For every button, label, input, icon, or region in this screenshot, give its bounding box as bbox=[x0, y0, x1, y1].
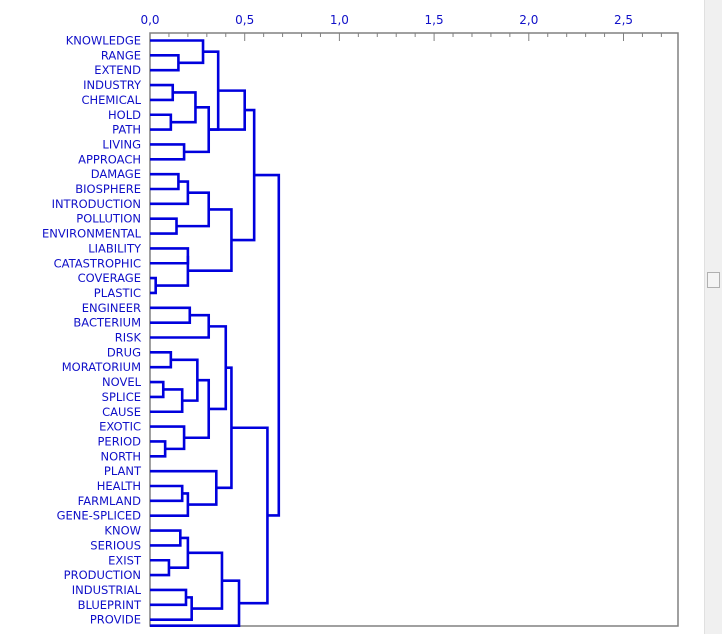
link-h1 bbox=[150, 529, 182, 547]
link-f1 bbox=[150, 351, 173, 369]
leaf-label-cause: CAUSE bbox=[102, 405, 141, 419]
link-a4 bbox=[208, 89, 246, 131]
leaf-label-bacterium: BACTERIUM bbox=[73, 316, 141, 330]
leaf-label-know: KNOW bbox=[104, 524, 141, 538]
leaf-label-exist: EXIST bbox=[108, 553, 142, 567]
tick-label-3: 1,5 bbox=[425, 13, 444, 27]
leaf-label-farmland: FARMLAND bbox=[78, 494, 141, 508]
vertical-scrollbar[interactable] bbox=[704, 0, 722, 634]
leaf-label-risk: RISK bbox=[115, 331, 142, 345]
leaf-label-gene-spliced: GENE-SPLICED bbox=[57, 509, 142, 523]
leaf-label-liability: LIABILITY bbox=[88, 241, 142, 255]
link-f2 bbox=[150, 380, 165, 399]
link-c1 bbox=[150, 172, 180, 191]
leaf-label-drug: DRUG bbox=[107, 345, 141, 359]
leaf-label-blueprint: BLUEPRINT bbox=[78, 598, 142, 612]
link-b4 bbox=[150, 143, 186, 161]
link-f6 bbox=[150, 425, 186, 451]
leaf-label-industrial: INDUSTRIAL bbox=[72, 583, 142, 597]
link-e1 bbox=[150, 306, 192, 324]
link-h2 bbox=[150, 558, 171, 577]
leaf-label-production: PRODUCTION bbox=[64, 568, 141, 582]
link-top2 bbox=[231, 426, 269, 605]
leaf-label-serious: SERIOUS bbox=[90, 538, 141, 552]
link-a2 bbox=[150, 39, 205, 65]
leaf-label-damage: DAMAGE bbox=[91, 167, 141, 181]
leaf-label-approach: APPROACH bbox=[78, 152, 141, 166]
link-root bbox=[254, 173, 281, 517]
dendrogram-chart: 0,0 0,5 1,0 1,5 2,0 2,5 KNOWLEDGERANGEEXTENDI… bbox=[42, 13, 679, 627]
link-h3 bbox=[168, 536, 190, 569]
link-g1 bbox=[150, 484, 184, 503]
link-c4 bbox=[176, 191, 211, 228]
link-a3 bbox=[203, 50, 220, 131]
link-d2 bbox=[150, 247, 190, 265]
leaf-label-exotic: EXOTIC bbox=[99, 420, 141, 434]
link-h4 bbox=[150, 588, 188, 607]
leaf-label-plant: PLANT bbox=[104, 464, 142, 478]
tick-label-0: 0,0 bbox=[140, 13, 159, 27]
link-f4 bbox=[170, 358, 199, 402]
link-c2 bbox=[150, 180, 190, 206]
link-f3 bbox=[150, 388, 184, 414]
link-b3 bbox=[170, 91, 197, 124]
leaf-label-knowledge: KNOWLEDGE bbox=[66, 34, 141, 48]
dendrogram-links bbox=[150, 39, 281, 627]
link-b1 bbox=[150, 83, 175, 102]
link-c3 bbox=[150, 217, 178, 235]
leaf-label-chemical: CHEMICAL bbox=[81, 93, 141, 107]
leaf-label-plastic: PLASTIC bbox=[94, 286, 141, 300]
leaf-label-hold: HOLD bbox=[108, 108, 141, 122]
leaf-label-novel: NOVEL bbox=[102, 375, 142, 389]
leaf-label-pollution: POLLUTION bbox=[76, 212, 141, 226]
leaf-label-industry: INDUSTRY bbox=[83, 78, 142, 92]
top-axis: 0,0 0,5 1,0 1,5 2,0 2,5 bbox=[140, 13, 662, 41]
tick-label-1: 0,5 bbox=[235, 13, 254, 27]
leaf-label-health: HEALTH bbox=[97, 479, 141, 493]
link-b2 bbox=[150, 113, 173, 131]
leaf-label-provide: PROVIDE bbox=[90, 613, 141, 627]
leaf-label-catastrophic: CATASTROPHIC bbox=[54, 256, 141, 270]
leaf-label-engineer: ENGINEER bbox=[82, 301, 141, 315]
leaf-label-extend: EXTEND bbox=[94, 63, 141, 77]
leaf-label-living: LIVING bbox=[102, 137, 141, 151]
leaf-label-path: PATH bbox=[112, 123, 141, 137]
link-h6 bbox=[187, 551, 224, 610]
scrollbar-thumb[interactable] bbox=[707, 271, 720, 288]
link-e3 bbox=[208, 325, 228, 411]
leaf-label-environmental: ENVIRONMENTAL bbox=[42, 227, 142, 241]
leaf-label-coverage: COVERAGE bbox=[78, 271, 141, 285]
leaf-label-introduction: INTRODUCTION bbox=[52, 197, 141, 211]
leaf-labels: KNOWLEDGERANGEEXTENDINDUSTRYCHEMICALHOLD… bbox=[42, 34, 142, 627]
leaf-label-period: PERIOD bbox=[98, 434, 142, 448]
link-d3 bbox=[155, 255, 190, 287]
link-f5 bbox=[150, 440, 167, 458]
leaf-label-splice: SPLICE bbox=[102, 390, 141, 404]
leaf-label-moratorium: MORATORIUM bbox=[62, 360, 141, 374]
plot-frame bbox=[149, 32, 679, 627]
link-d1 bbox=[150, 276, 157, 295]
leaf-label-biosphere: BIOSPHERE bbox=[75, 182, 141, 196]
tick-label-4: 2,0 bbox=[519, 13, 538, 27]
link-e4 bbox=[216, 366, 233, 490]
link-e2 bbox=[150, 313, 211, 339]
tick-label-2: 1,0 bbox=[330, 13, 349, 27]
link-a1 bbox=[150, 54, 180, 72]
tick-label-5: 2,5 bbox=[614, 13, 633, 27]
leaf-label-range: RANGE bbox=[101, 48, 141, 62]
leaf-label-north: NORTH bbox=[101, 449, 141, 463]
plot-border bbox=[149, 32, 679, 627]
